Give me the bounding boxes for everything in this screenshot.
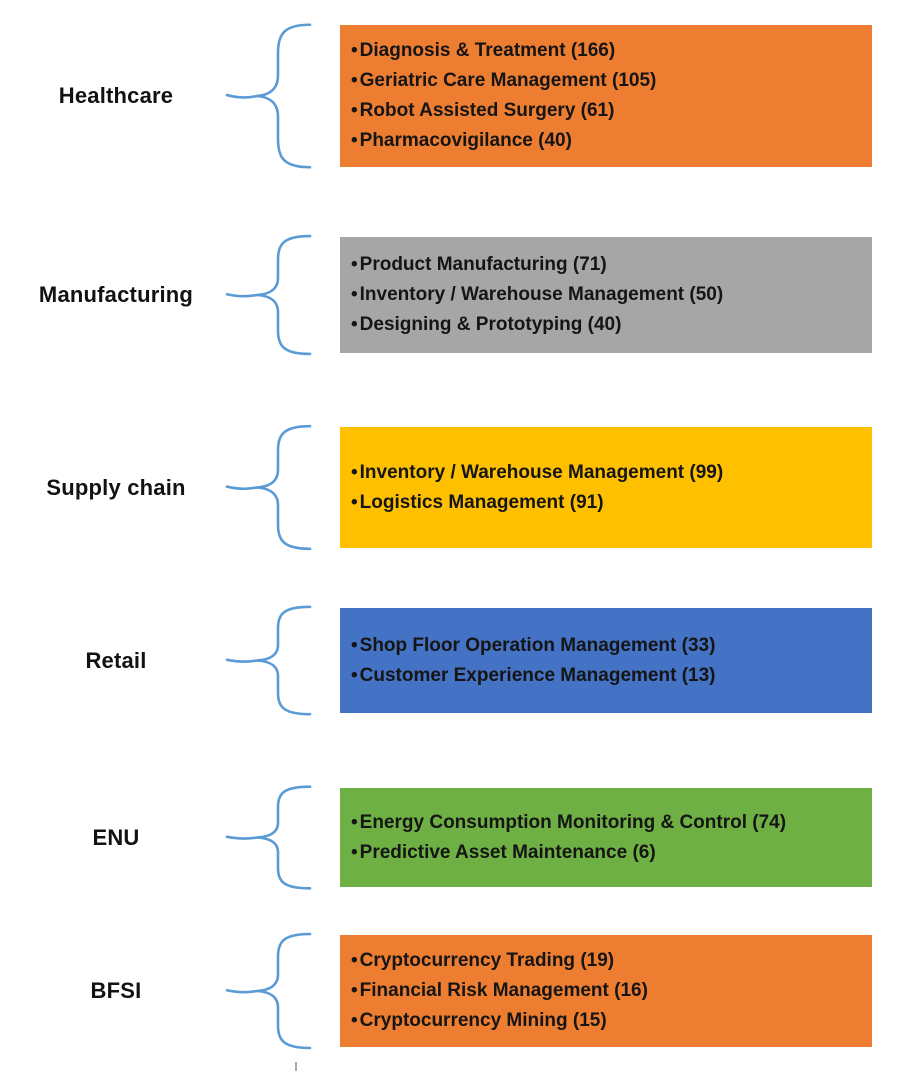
list-item: • Logistics Management (91) <box>351 488 872 518</box>
category-label: ENU <box>92 824 140 850</box>
list-item-text: Designing & Prototyping (40) <box>359 314 622 335</box>
list-item: • Shop Floor Operation Management (33) <box>351 631 872 661</box>
list-item: • Diagnosis & Treatment (166) <box>351 36 872 66</box>
section-retail: Retail • Shop Floor Operation Management (… <box>0 608 900 713</box>
list-item: • Predictive Asset Maintenance (6) <box>351 838 872 868</box>
list-item: • Cryptocurrency Trading (19) <box>351 946 872 976</box>
category-box: • Inventory / Warehouse Management (99) • L… <box>340 427 872 548</box>
list-item: • Financial Risk Management (16) <box>351 976 872 1006</box>
bullet-icon: • <box>351 491 358 513</box>
section-supply-chain: Supply chain • Inventory / Warehouse Manag… <box>0 427 900 548</box>
category-label: BFSI <box>90 978 142 1003</box>
bullet-icon: • <box>351 461 358 483</box>
list-item-text: Product Manufacturing (71) <box>359 254 607 275</box>
category-box: • Shop Floor Operation Management (33) • Cu… <box>340 608 872 713</box>
section-manufacturing: Manufacturing • Product Manufacturing (71)… <box>0 237 900 353</box>
left-brace-icon <box>224 604 318 717</box>
left-brace-icon <box>224 233 318 357</box>
list-item: • Cryptocurrency Mining (15) <box>351 1006 872 1036</box>
list-item: • Energy Consumption Monitoring & Control… <box>351 808 872 838</box>
bullet-icon: • <box>351 634 358 656</box>
list-item: • Customer Experience Management (13) <box>351 661 872 691</box>
list-item: • Geriatric Care Management (105) <box>351 66 872 96</box>
bullet-icon: • <box>351 664 358 686</box>
bullet-icon: • <box>351 130 358 151</box>
list-item-text: Financial Risk Management (16) <box>359 980 648 1001</box>
stray-mark <box>295 1062 297 1071</box>
category-label: Retail <box>85 647 147 673</box>
bullet-icon: • <box>351 100 358 121</box>
section-enu: ENU • Energy Consumption Monitoring & Cont… <box>0 788 900 887</box>
bullet-icon: • <box>351 980 358 1001</box>
bullet-icon: • <box>351 70 358 91</box>
list-item-text: Geriatric Care Management (105) <box>359 70 657 91</box>
list-item-text: Energy Consumption Monitoring & Control … <box>359 811 787 833</box>
left-brace-icon <box>224 784 318 891</box>
list-item-text: Inventory / Warehouse Management (99) <box>359 461 724 483</box>
list-item: • Inventory / Warehouse Management (99) <box>351 458 872 488</box>
category-label: Manufacturing <box>38 282 194 307</box>
left-brace-icon <box>224 423 318 552</box>
list-item-text: Pharmacovigilance (40) <box>359 130 572 151</box>
category-box: • Cryptocurrency Trading (19) • Financial R… <box>340 935 872 1047</box>
list-item-text: Customer Experience Management (13) <box>359 664 716 686</box>
list-item-text: Cryptocurrency Trading (19) <box>359 950 615 971</box>
list-item-text: Cryptocurrency Mining (15) <box>359 1010 607 1031</box>
bullet-icon: • <box>351 284 358 305</box>
list-item-text: Robot Assisted Surgery (61) <box>359 100 615 121</box>
section-bfsi: BFSI • Cryptocurrency Trading (19) • Financi… <box>0 935 900 1047</box>
bullet-icon: • <box>351 1010 358 1031</box>
bullet-icon: • <box>351 254 358 275</box>
bullet-icon: • <box>351 40 358 61</box>
list-item-text: Inventory / Warehouse Management (50) <box>359 284 724 305</box>
category-label: Supply chain <box>46 474 186 500</box>
bullet-icon: • <box>351 950 358 971</box>
bullet-icon: • <box>351 841 358 863</box>
list-item-text: Diagnosis & Treatment (166) <box>359 40 616 61</box>
bullet-icon: • <box>351 811 358 833</box>
category-box: • Product Manufacturing (71) • Inventory / … <box>340 237 872 353</box>
list-item: • Designing & Prototyping (40) <box>351 310 872 340</box>
bullet-icon: • <box>351 314 358 335</box>
list-item: • Product Manufacturing (71) <box>351 250 872 280</box>
category-box: • Energy Consumption Monitoring & Control… <box>340 788 872 887</box>
section-healthcare: Healthcare • Diagnosis & Treatment (166) • G… <box>0 25 900 167</box>
list-item: • Robot Assisted Surgery (61) <box>351 96 872 126</box>
category-label: Healthcare <box>58 83 174 108</box>
list-item-text: Shop Floor Operation Management (33) <box>359 634 716 656</box>
category-box: • Diagnosis & Treatment (166) • Geriatric C… <box>340 25 872 167</box>
left-brace-icon <box>224 931 318 1051</box>
list-item: • Inventory / Warehouse Management (50) <box>351 280 872 310</box>
list-item: • Pharmacovigilance (40) <box>351 126 872 156</box>
left-brace-icon <box>224 21 318 171</box>
list-item-text: Logistics Management (91) <box>359 491 604 513</box>
list-item-text: Predictive Asset Maintenance (6) <box>359 841 656 863</box>
